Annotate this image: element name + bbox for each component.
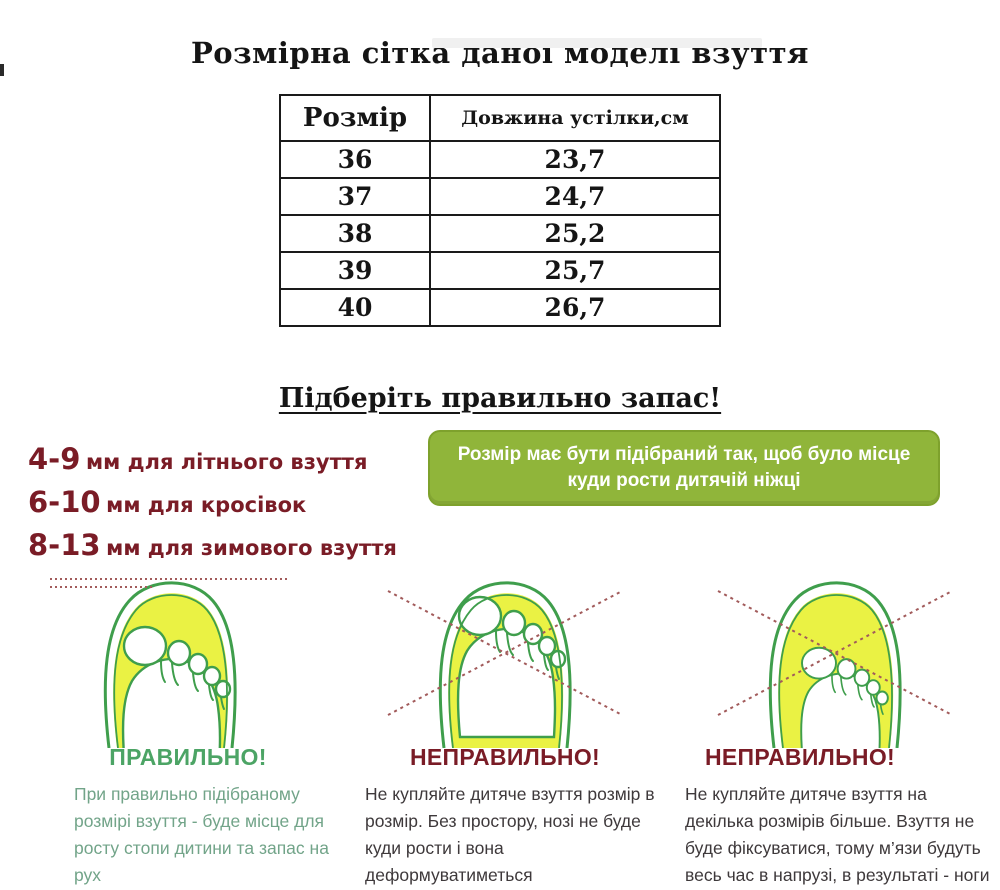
description-incorrect-tight: Не купляйте дитяче взуття розмір в розмі… <box>365 784 655 885</box>
descriptions-row: При правильно підібраному розмірі взуття… <box>0 781 1000 890</box>
tight-fit-illustration <box>387 581 623 748</box>
cross-out-line <box>717 590 953 716</box>
length-value: 24,7 <box>429 177 721 216</box>
description-column: Не купляйте дитяче взуття розмір в розмі… <box>340 781 670 890</box>
verdict-correct: ПРАВИЛЬНО! <box>109 744 267 770</box>
oversized-fit-illustration <box>717 581 953 748</box>
table-header-row: Розмір Довжина устілки,см <box>279 94 721 142</box>
allowance-range: 6-10 <box>28 485 101 519</box>
infographic-page: Розмірна сітка даної моделі взуття Розмі… <box>0 36 1000 890</box>
allowance-item-summer: 4-9 мм для літнього взуття <box>28 440 428 483</box>
verdict-incorrect-oversized: НЕПРАВИЛЬНО! <box>705 744 895 770</box>
correct-fit-illustration <box>50 578 290 748</box>
description-column: Не купляйте дитяче взуття на декілька ро… <box>670 781 1000 890</box>
foot-diagram-oversized-fit <box>670 573 1000 748</box>
description-correct: При правильно підібраному розмірі взуття… <box>74 784 329 885</box>
allowance-section: 4-9 мм для літнього взуття 6-10 мм для к… <box>0 430 1000 569</box>
cross-out-line <box>387 590 623 716</box>
size-value: 40 <box>279 288 431 327</box>
allowance-list: 4-9 мм для літнього взуття 6-10 мм для к… <box>28 430 428 569</box>
column-header-size: Розмір <box>279 94 431 142</box>
size-value: 36 <box>279 140 431 179</box>
allowance-label: мм для літнього взуття <box>85 450 368 474</box>
edge-artifact <box>0 64 4 76</box>
description-column: При правильно підібраному розмірі взуття… <box>0 781 340 890</box>
foot-diagram-correct-fit <box>0 573 340 748</box>
cropped-text-artifact <box>432 38 762 48</box>
table-row: 36 23,7 <box>279 140 721 179</box>
fit-guide-heading: Підберіть правильно запас! <box>278 383 722 414</box>
verdict-incorrect-tight: НЕПРАВИЛЬНО! <box>410 744 600 770</box>
growth-tip-box: Розмір має бути підібраний так, щоб було… <box>428 430 940 506</box>
cross-out-line <box>717 590 953 716</box>
size-table: Розмір Довжина устілки,см 36 23,7 37 24,… <box>279 94 721 327</box>
table-row: 38 25,2 <box>279 214 721 253</box>
foot-diagrams-row <box>0 573 1000 748</box>
allowance-label: мм для кросівок <box>106 493 307 517</box>
allowance-label: мм для зимового взуття <box>106 536 397 560</box>
table-row: 37 24,7 <box>279 177 721 216</box>
table-row: 39 25,7 <box>279 251 721 290</box>
size-value: 39 <box>279 251 431 290</box>
size-value: 38 <box>279 214 431 253</box>
verdict-row: ПРАВИЛЬНО! НЕПРАВИЛЬНО! НЕПРАВИЛЬНО! <box>0 744 1000 771</box>
allowance-item-sneakers: 6-10 мм для кросівок <box>28 483 428 526</box>
cross-out-line <box>387 590 623 716</box>
table-row: 40 26,7 <box>279 288 721 327</box>
foot-diagram-tight-fit <box>340 573 670 748</box>
length-value: 26,7 <box>429 288 721 327</box>
size-value: 37 <box>279 177 431 216</box>
allowance-range: 8-13 <box>28 528 101 562</box>
allowance-item-winter: 8-13 мм для зимового взуття <box>28 526 428 569</box>
length-value: 25,7 <box>429 251 721 290</box>
length-value: 23,7 <box>429 140 721 179</box>
allowance-range: 4-9 <box>28 442 81 476</box>
column-header-insole-length: Довжина устілки,см <box>429 94 721 142</box>
length-value: 25,2 <box>429 214 721 253</box>
description-incorrect-oversized: Не купляйте дитяче взуття на декілька ро… <box>685 784 990 885</box>
